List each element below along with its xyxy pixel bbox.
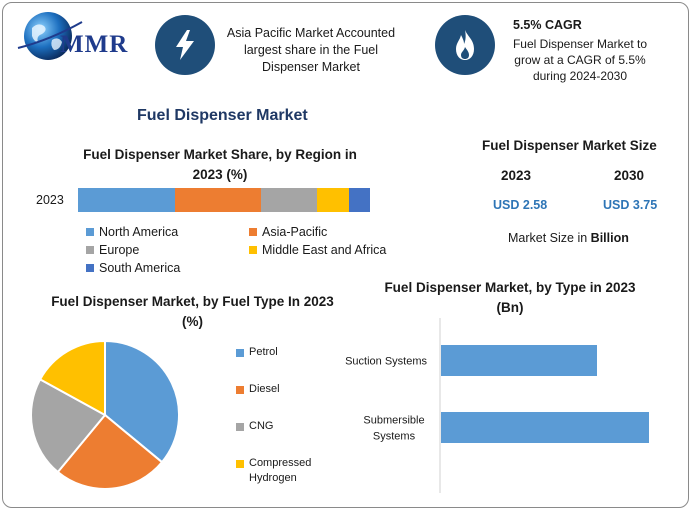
fact2-icon-circle xyxy=(435,15,495,75)
legend-label: South America xyxy=(99,261,181,275)
size-unit-prefix: Market Size in xyxy=(508,231,591,245)
legend-swatch xyxy=(249,246,257,254)
legend-item: CNG xyxy=(236,419,273,434)
legend-label: Europe xyxy=(99,243,140,257)
pie-slice xyxy=(38,339,106,417)
legend-item: Middle East and Africa xyxy=(249,243,386,257)
legend-label: CNG xyxy=(249,420,274,432)
size-year-2030: 2030 xyxy=(614,168,645,183)
type-bar-chart: Suction Systems Submersible Systems xyxy=(345,318,649,493)
region-legend: North America Asia-Pacific Europe Middle… xyxy=(86,225,406,277)
type-category-label: Submersible Systems xyxy=(363,415,424,443)
type-bar xyxy=(441,412,649,443)
flame-icon xyxy=(456,30,474,60)
legend-swatch xyxy=(236,460,244,468)
legend-item: Compressed Hydrogen xyxy=(236,456,329,486)
legend-item: Europe xyxy=(86,243,139,257)
region-category-label: 2023 xyxy=(36,193,64,207)
legend-item: Diesel xyxy=(236,382,280,397)
size-value-2023: USD 2.58 xyxy=(493,198,548,212)
legend-swatch xyxy=(86,264,94,272)
region-bar-segment xyxy=(349,188,370,212)
legend-item: Asia-Pacific xyxy=(249,225,327,239)
region-bar-segment xyxy=(260,188,317,212)
page-title: Fuel Dispenser Market xyxy=(137,107,308,124)
fact1-icon-circle xyxy=(155,15,215,75)
type-chart-title: Fuel Dispenser Market, by Type in 2023 (… xyxy=(384,280,636,315)
legend-swatch xyxy=(86,246,94,254)
fuel-legend: Petrol Diesel CNG Compressed Hydrogen xyxy=(236,345,336,495)
fact2-text: Fuel Dispenser Market to grow at a CAGR … xyxy=(512,37,648,83)
size-panel-title: Fuel Dispenser Market Size xyxy=(482,138,657,153)
legend-item: North America xyxy=(86,225,178,239)
fuel-chart-title: Fuel Dispenser Market, by Fuel Type In 2… xyxy=(51,294,334,329)
lightning-icon xyxy=(176,30,194,60)
legend-label: Middle East and Africa xyxy=(262,243,387,257)
legend-item: Petrol xyxy=(236,345,278,360)
legend-swatch xyxy=(249,228,257,236)
legend-item: South America xyxy=(86,261,180,275)
legend-swatch xyxy=(236,423,244,431)
globe-icon xyxy=(17,12,83,60)
legend-label: Petrol xyxy=(249,346,278,358)
pie-slice xyxy=(30,377,107,474)
legend-label: Compressed Hydrogen xyxy=(249,457,312,484)
region-bar-segment xyxy=(175,188,261,212)
fuel-pie-chart xyxy=(30,339,180,490)
region-stacked-bar xyxy=(78,188,370,212)
region-bar-segment xyxy=(78,188,176,212)
pie-slice xyxy=(56,413,164,490)
legend-label: Asia-Pacific xyxy=(262,225,328,239)
fact2-title: 5.5% CAGR xyxy=(513,18,582,32)
type-bar xyxy=(441,345,597,376)
logo: MMR xyxy=(10,10,140,65)
type-category-label: Suction Systems xyxy=(345,356,427,368)
logo-text: MMR xyxy=(60,31,129,58)
region-chart-title: Fuel Dispenser Market Share, by Region i… xyxy=(83,147,357,182)
fact1-text: Asia Pacific Market Accounted largest sh… xyxy=(226,26,396,74)
region-bar-segment xyxy=(316,188,350,212)
size-unit-bold: Billion xyxy=(590,231,629,245)
size-year-2023: 2023 xyxy=(501,168,532,183)
legend-swatch xyxy=(236,349,244,357)
size-unit-note: Market Size in Billion xyxy=(508,231,629,245)
size-value-2030: USD 3.75 xyxy=(603,198,658,212)
pie-slice xyxy=(104,339,180,464)
legend-swatch xyxy=(236,386,244,394)
legend-label: North America xyxy=(99,225,179,239)
legend-swatch xyxy=(86,228,94,236)
legend-label: Diesel xyxy=(249,383,280,395)
